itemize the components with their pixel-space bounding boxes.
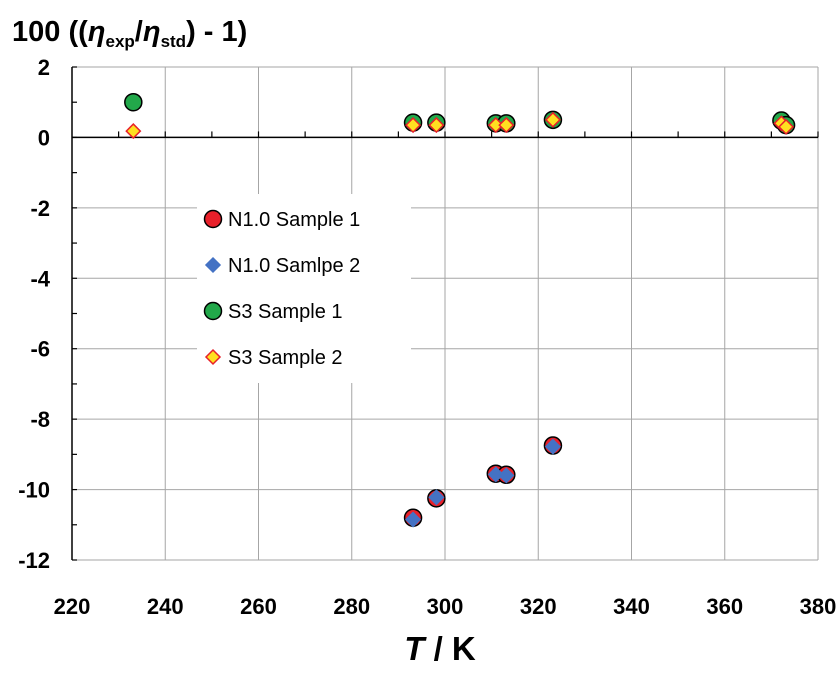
y-tick-label: -12 xyxy=(18,548,50,573)
y-axis-title-prefix: 100 (( xyxy=(12,16,88,48)
series-3 xyxy=(124,92,796,135)
y-tick-label: -10 xyxy=(18,478,50,503)
y-tick-label: -2 xyxy=(30,196,50,221)
data-point xyxy=(487,466,504,483)
x-tick-label: 280 xyxy=(333,594,370,619)
data-point xyxy=(487,117,504,134)
legend-label: N1.0 Samlpe 2 xyxy=(228,255,360,277)
series-4 xyxy=(125,111,795,140)
tick-labels: 220 240 260 280 300 320 340 360 380 2 0 -2 -4 -6 -8 -10… xyxy=(18,55,836,619)
data-point xyxy=(778,118,795,135)
legend-label: S3 Sample 1 xyxy=(228,301,343,323)
x-axis-title-unit: / K xyxy=(424,630,476,667)
data-point xyxy=(428,117,445,134)
y-axis-title: 100 ((ηexp/ηstd) - 1) xyxy=(12,16,247,51)
legend-marker xyxy=(203,209,223,229)
y-tick-label: -6 xyxy=(30,337,50,362)
x-tick-label: 240 xyxy=(147,594,184,619)
data-point xyxy=(544,111,561,128)
grid xyxy=(72,66,819,561)
legend: N1.0 Sample 1 N1.0 Samlpe 2 S3 Sample 1 S3 … xyxy=(197,194,411,383)
data-point xyxy=(498,467,515,484)
x-tick-label: 300 xyxy=(427,594,464,619)
x-axis-title: T / K xyxy=(404,630,476,667)
x-axis-title-symbol: T xyxy=(404,630,427,667)
y-axis-title-slash: / xyxy=(135,16,143,48)
legend-label: S3 Sample 2 xyxy=(228,347,343,369)
x-tick-label: 340 xyxy=(613,594,650,619)
legend-marker xyxy=(204,256,222,274)
series-2 xyxy=(405,438,561,528)
y-tick-label: -4 xyxy=(30,266,50,291)
data-point xyxy=(428,489,445,506)
data-point xyxy=(124,92,143,112)
data-point xyxy=(498,117,515,134)
legend-marker xyxy=(203,301,223,321)
data-point xyxy=(125,123,142,140)
y-tick-label: 2 xyxy=(38,55,50,80)
x-tick-label: 380 xyxy=(800,594,837,619)
legend-marker xyxy=(204,348,222,366)
y-axis-title-eta-2: η xyxy=(143,16,161,48)
data-point xyxy=(405,117,422,134)
data-points xyxy=(124,92,796,528)
y-axis-title-sub-1: exp xyxy=(105,32,134,51)
data-point xyxy=(405,511,422,528)
y-axis-title-suffix: ) - 1) xyxy=(186,16,247,48)
y-tick-label: -8 xyxy=(30,407,50,432)
x-tick-label: 360 xyxy=(706,594,743,619)
x-tick-label: 260 xyxy=(240,594,277,619)
legend-label: N1.0 Sample 1 xyxy=(228,209,360,231)
y-tick-label: 0 xyxy=(38,125,50,150)
y-axis-title-eta-1: η xyxy=(88,16,106,48)
x-tick-label: 220 xyxy=(54,594,91,619)
y-axis-title-sub-2: std xyxy=(161,32,187,51)
x-tick-label: 320 xyxy=(520,594,557,619)
axes xyxy=(71,66,819,561)
data-point xyxy=(544,438,561,455)
legend-box xyxy=(197,194,411,383)
